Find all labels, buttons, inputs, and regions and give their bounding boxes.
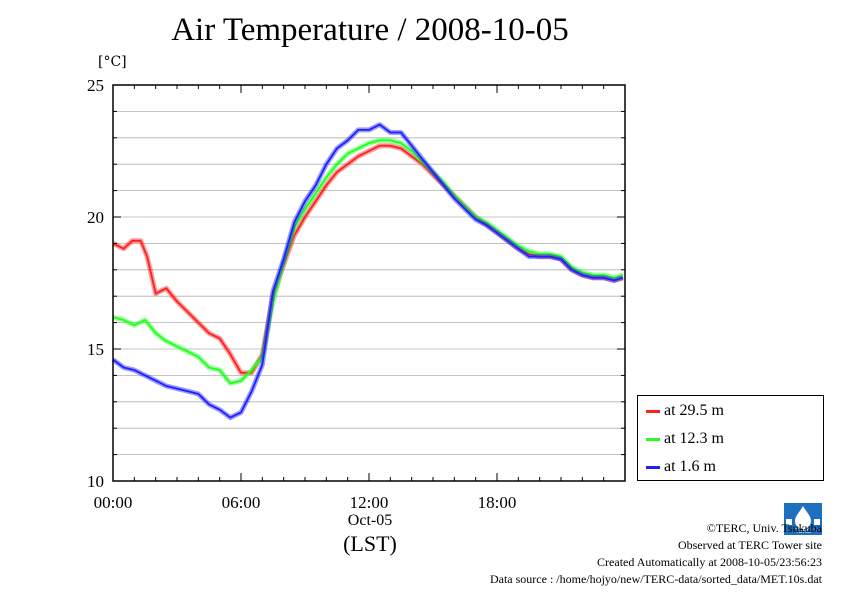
- terc-logo: TERC: [784, 503, 822, 535]
- legend-swatch-red: [646, 409, 660, 413]
- legend-label: at 29.5 m: [664, 402, 724, 419]
- x-axis-timezone-label: (LST): [343, 531, 397, 556]
- y-tick-label: 25: [87, 76, 104, 95]
- legend-item-12-3m: at 12.3 m: [646, 428, 724, 450]
- credits-copyright: ©TERC, Univ. Tsukuba: [706, 521, 822, 535]
- series-band-1: [112, 137, 624, 386]
- credits-observed: Observed at TERC Tower site: [677, 538, 822, 552]
- legend-label: at 12.3 m: [664, 430, 724, 447]
- chart-title: Air Temperature / 2008-10-05: [171, 12, 569, 48]
- y-axis-unit-label: [°C]: [98, 54, 127, 70]
- x-tick-label: 06:00: [222, 493, 261, 512]
- grid-lines: [113, 111, 625, 456]
- y-tick-label: 10: [87, 472, 104, 491]
- legend-label: at 1.6 m: [664, 458, 716, 475]
- series-band-2: [111, 122, 624, 421]
- series-line-2: [112, 123, 624, 419]
- legend-swatch-green: [646, 437, 660, 441]
- legend-swatch-blue: [646, 465, 660, 469]
- series-lines: [111, 122, 624, 421]
- axis-ticks: 00:00 06:00 12:00 18:00 10 15 20 25: [87, 76, 626, 512]
- credits-source: Data source : /home/hojyo/new/TERC-data/…: [489, 572, 822, 586]
- chart-legend: at 29.5 m at 12.3 m at 1.6 m: [637, 395, 824, 481]
- credits-block: ©TERC, Univ. Tsukuba Observed at TERC To…: [490, 520, 822, 588]
- credits-created: Created Automatically at 2008-10-05/23:5…: [597, 555, 822, 569]
- x-axis-date-label: Oct-05: [347, 512, 393, 529]
- series-line-0: [112, 144, 624, 374]
- x-tick-label: 12:00: [350, 493, 389, 512]
- series-band-0: [111, 143, 624, 376]
- legend-item-1-6m: at 1.6 m: [646, 456, 716, 478]
- y-tick-label: 15: [87, 340, 104, 359]
- x-tick-label: 00:00: [94, 493, 133, 512]
- legend-item-29-5m: at 29.5 m: [646, 400, 724, 422]
- y-tick-label: 20: [87, 208, 104, 227]
- x-tick-label: 18:00: [478, 493, 517, 512]
- svg-text:TERC: TERC: [794, 528, 811, 535]
- series-line-1: [112, 139, 624, 385]
